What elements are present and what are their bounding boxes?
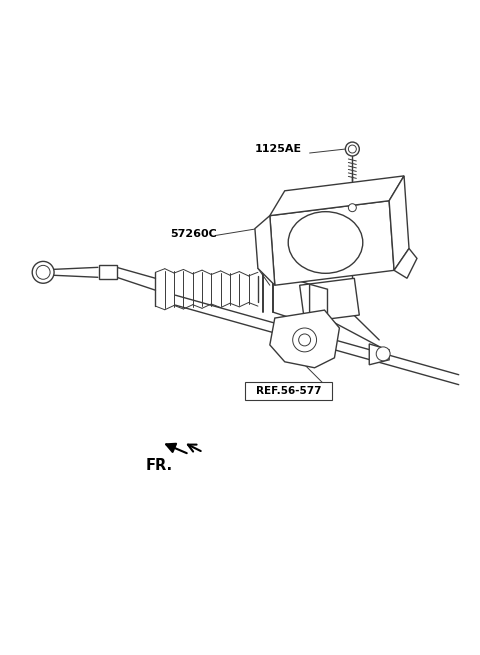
Polygon shape bbox=[270, 176, 404, 215]
Polygon shape bbox=[99, 265, 117, 279]
Circle shape bbox=[348, 204, 356, 212]
Polygon shape bbox=[369, 344, 389, 365]
Circle shape bbox=[293, 328, 316, 352]
Polygon shape bbox=[255, 215, 275, 285]
Text: REF.56-577: REF.56-577 bbox=[256, 386, 322, 396]
Circle shape bbox=[346, 142, 360, 156]
Polygon shape bbox=[300, 278, 360, 322]
Polygon shape bbox=[270, 310, 339, 367]
Circle shape bbox=[376, 347, 390, 361]
Polygon shape bbox=[310, 284, 327, 324]
Text: FR.: FR. bbox=[145, 458, 173, 474]
FancyBboxPatch shape bbox=[245, 382, 333, 400]
Circle shape bbox=[32, 261, 54, 283]
Text: 1125AE: 1125AE bbox=[255, 144, 302, 154]
Polygon shape bbox=[270, 200, 394, 285]
Polygon shape bbox=[394, 248, 417, 278]
Ellipse shape bbox=[288, 212, 363, 273]
Polygon shape bbox=[389, 176, 409, 271]
Text: 57260C: 57260C bbox=[170, 229, 217, 238]
